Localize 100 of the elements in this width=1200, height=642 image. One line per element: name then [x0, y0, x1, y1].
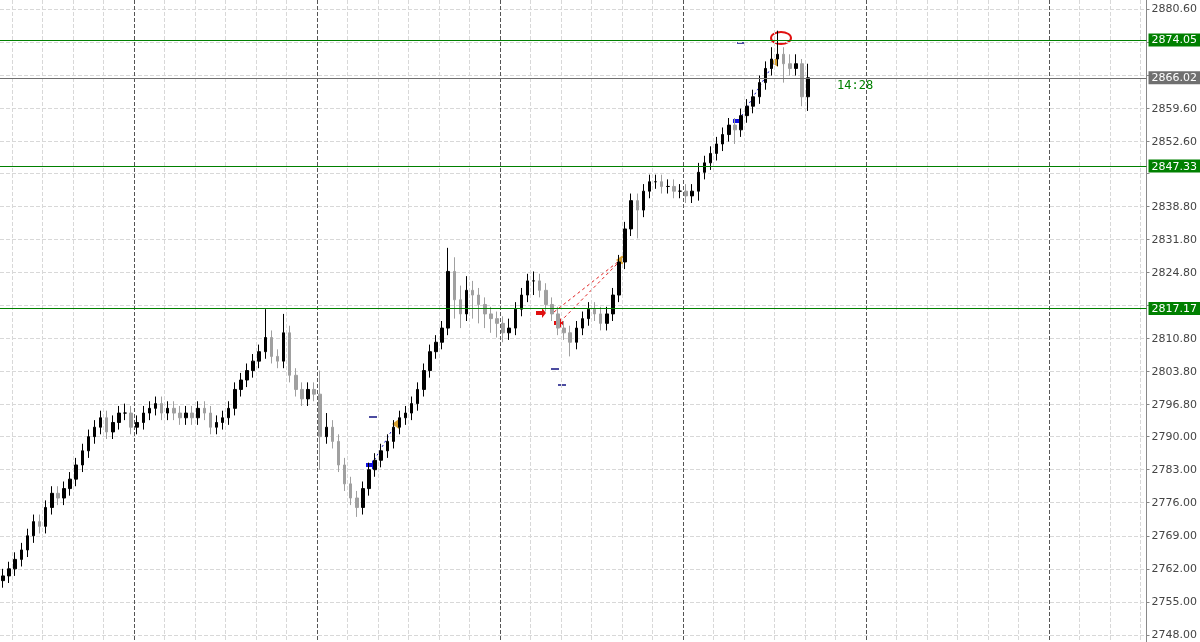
candlestick — [62, 481, 66, 506]
candlestick — [605, 306, 609, 331]
candlestick — [562, 320, 566, 341]
candlestick — [93, 419, 96, 445]
candlestick — [544, 282, 548, 313]
candlestick — [404, 405, 407, 426]
candlestick — [379, 443, 383, 468]
candlestick — [38, 514, 41, 534]
candlestick — [74, 457, 78, 487]
candlestick — [331, 419, 334, 449]
candlestick — [715, 136, 718, 161]
candlestick — [788, 53, 792, 77]
candlestick — [471, 280, 474, 320]
candlestick — [684, 183, 688, 204]
candlestick — [44, 499, 47, 534]
candlestick — [294, 367, 298, 398]
candlestick — [160, 396, 163, 421]
candlestick — [666, 178, 670, 195]
candlestick — [654, 174, 657, 190]
candlestick — [148, 400, 151, 421]
candlestick — [318, 370, 322, 471]
candlestick — [770, 46, 773, 77]
candlestick — [751, 89, 755, 114]
candlestick — [190, 405, 194, 426]
candlestick — [81, 443, 84, 473]
candlestick — [221, 410, 224, 431]
candlestick — [642, 183, 645, 218]
candlestick — [13, 551, 17, 577]
y-tick-label: 2790.00 — [1151, 430, 1198, 444]
candlestick — [440, 320, 444, 350]
candlestick — [215, 414, 218, 435]
candlestick — [465, 275, 468, 322]
candlestick — [142, 405, 145, 431]
candlestick — [32, 514, 35, 544]
candlestick — [587, 301, 590, 327]
candlestick — [196, 400, 200, 426]
y-tick-label: 2783.00 — [1151, 463, 1198, 477]
candlestick — [593, 301, 596, 322]
candlestick — [446, 247, 450, 336]
candlestick — [727, 117, 731, 143]
candlestick — [99, 410, 102, 435]
candlestick — [7, 561, 11, 584]
candlestick — [733, 117, 737, 145]
candlestick — [257, 344, 261, 369]
candlestick — [575, 320, 578, 350]
candlestick — [288, 325, 291, 383]
candlestick — [325, 412, 328, 445]
candlestick — [709, 145, 712, 171]
candlestick — [361, 481, 365, 516]
candlestick — [660, 174, 663, 195]
candlestick — [367, 462, 371, 497]
candlestick — [636, 193, 639, 239]
ref-line-label: 2847.33 — [1151, 159, 1198, 173]
candlestick — [538, 273, 541, 298]
candlestick — [166, 400, 169, 421]
candlestick — [550, 296, 554, 322]
candlestick — [203, 400, 206, 421]
candlestick — [87, 429, 90, 459]
y-tick-label: 2776.00 — [1151, 496, 1198, 510]
candlestick — [428, 344, 432, 379]
candlestick — [459, 285, 462, 329]
candlestick — [745, 98, 749, 124]
ref-line-label: 2866.02 — [1151, 71, 1198, 85]
candlestick — [68, 471, 72, 497]
candlestick — [26, 528, 29, 558]
candlestick — [721, 126, 724, 152]
candlestick — [178, 405, 182, 426]
candlestick — [264, 308, 267, 360]
candlestick — [56, 485, 60, 506]
candlestick — [117, 405, 121, 431]
candlestick — [410, 396, 413, 421]
candlestick — [794, 53, 798, 77]
y-tick-label: 2852.60 — [1151, 134, 1198, 148]
ref-line-label: 2817.17 — [1151, 301, 1198, 315]
candlestick — [111, 414, 115, 440]
candlestick — [349, 476, 352, 506]
candlestick — [483, 296, 487, 329]
candlestick — [105, 410, 108, 440]
y-tick-label: 2810.80 — [1151, 331, 1198, 345]
candlestick — [270, 329, 273, 364]
candlestick — [50, 485, 54, 516]
candlestick — [690, 183, 694, 204]
candlestick — [416, 381, 419, 412]
candlestick — [501, 315, 505, 343]
candlestick — [422, 362, 426, 398]
candlestick — [135, 414, 139, 435]
candlestick — [434, 334, 438, 360]
candlestick — [209, 405, 212, 435]
candlestick — [251, 353, 255, 379]
annotation: 14:28 — [837, 78, 874, 92]
y-tick-label: 2769.00 — [1151, 529, 1198, 543]
candlestick — [233, 381, 237, 416]
ref-line-label: 2874.05 — [1151, 33, 1198, 47]
candlestick — [123, 403, 127, 421]
candlestick — [599, 306, 602, 331]
candlestick — [489, 306, 493, 334]
candlestick — [386, 433, 389, 459]
candlestick — [245, 362, 249, 388]
candlestick — [477, 287, 480, 324]
candlestick — [239, 372, 243, 398]
